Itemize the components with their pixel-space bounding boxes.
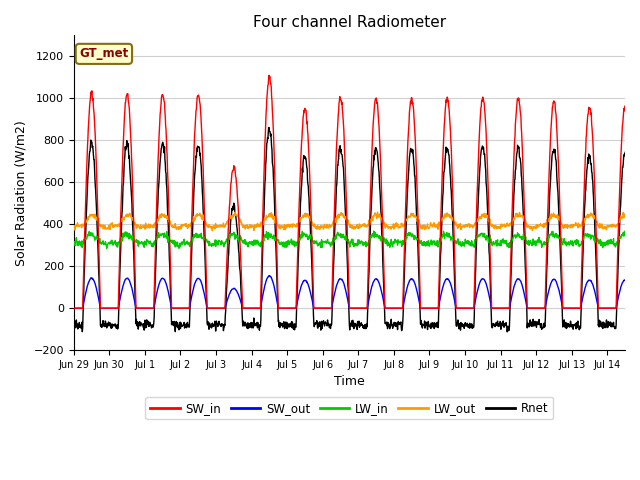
- SW_in: [344, 239, 351, 244]
- LW_out: [344, 219, 351, 225]
- Rnet: [344, 264, 351, 270]
- Line: LW_in: LW_in: [74, 231, 640, 248]
- SW_out: [70, 305, 77, 311]
- SW_out: [159, 276, 166, 281]
- Text: GT_met: GT_met: [79, 48, 129, 60]
- SW_in: [159, 92, 166, 97]
- SW_in: [265, 72, 273, 78]
- SW_out: [576, 305, 584, 311]
- LW_out: [333, 213, 340, 219]
- SW_out: [344, 296, 351, 302]
- SW_out: [493, 305, 500, 311]
- SW_out: [265, 273, 273, 278]
- Line: Rnet: Rnet: [74, 127, 640, 332]
- LW_in: [103, 245, 111, 251]
- LW_in: [70, 242, 77, 248]
- Rnet: [503, 329, 511, 335]
- Rnet: [159, 139, 166, 145]
- LW_in: [159, 231, 167, 237]
- SW_in: [333, 139, 340, 144]
- LW_in: [333, 232, 340, 238]
- LW_in: [639, 244, 640, 250]
- Line: SW_in: SW_in: [74, 75, 640, 308]
- SW_in: [70, 305, 77, 311]
- Line: LW_out: LW_out: [74, 212, 640, 231]
- LW_in: [370, 228, 378, 234]
- SW_out: [333, 282, 340, 288]
- LW_out: [374, 209, 381, 215]
- Title: Four channel Radiometer: Four channel Radiometer: [253, 15, 446, 30]
- Rnet: [70, 324, 77, 330]
- LW_in: [344, 236, 351, 242]
- LW_in: [493, 243, 500, 249]
- LW_out: [577, 224, 584, 229]
- SW_in: [632, 305, 639, 311]
- X-axis label: Time: Time: [334, 375, 365, 388]
- Rnet: [577, 324, 584, 330]
- LW_out: [493, 226, 500, 231]
- SW_out: [632, 305, 639, 311]
- Rnet: [493, 321, 500, 327]
- Legend: SW_in, SW_out, LW_in, LW_out, Rnet: SW_in, SW_out, LW_in, LW_out, Rnet: [145, 397, 554, 420]
- Rnet: [639, 326, 640, 332]
- SW_in: [576, 305, 584, 311]
- LW_out: [632, 222, 639, 228]
- Rnet: [265, 124, 273, 130]
- LW_out: [209, 228, 216, 234]
- LW_out: [159, 213, 166, 218]
- SW_in: [493, 305, 500, 311]
- SW_out: [639, 305, 640, 311]
- LW_in: [577, 242, 584, 248]
- Line: SW_out: SW_out: [74, 276, 640, 308]
- Rnet: [333, 181, 340, 187]
- LW_out: [70, 223, 77, 229]
- LW_out: [639, 223, 640, 228]
- Rnet: [632, 324, 639, 329]
- Y-axis label: Solar Radiation (W/m2): Solar Radiation (W/m2): [15, 120, 28, 265]
- SW_in: [639, 305, 640, 311]
- LW_in: [632, 240, 639, 246]
